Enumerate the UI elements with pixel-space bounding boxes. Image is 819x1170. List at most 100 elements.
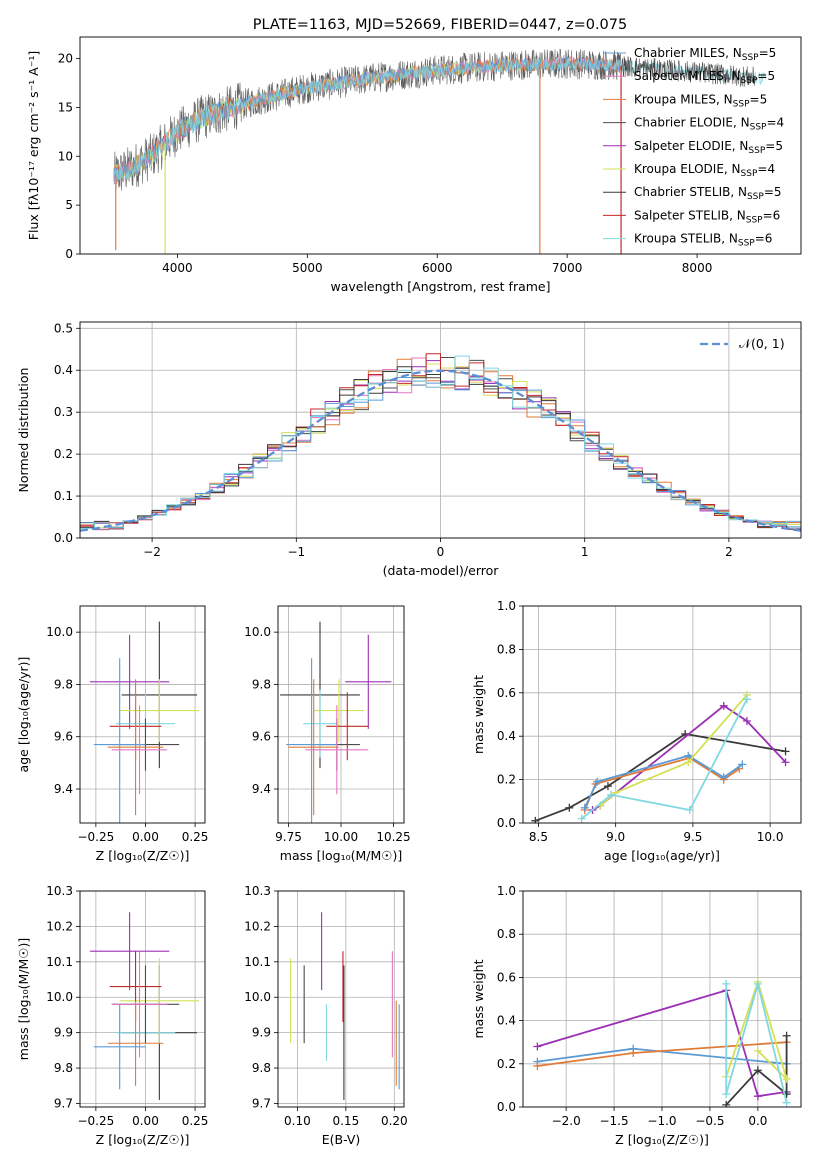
y-tick-label: 10.0: [244, 990, 271, 1004]
y-tick-label: 10: [58, 149, 73, 163]
y-tick-label: 1.0: [497, 599, 516, 613]
weight-marker: [719, 701, 728, 710]
y-tick-label: 0.4: [54, 363, 73, 377]
weight-line-kroupa-stelib: [581, 698, 748, 820]
legend-label-tail: =6: [763, 208, 781, 222]
axes-frame: [79, 890, 206, 1108]
y-tick-label: 10.0: [244, 625, 271, 639]
y-tick-label: 9.7: [54, 1096, 73, 1110]
axes-frame: [277, 890, 405, 1108]
x-tick-label: −0.25: [77, 830, 114, 844]
weight-marker: [533, 1061, 542, 1070]
grid-lines: [523, 605, 801, 824]
legend-label: Kroupa STELIB, NSSP=6: [634, 232, 772, 249]
histogram-chabrier-stelib: [80, 366, 801, 530]
legend-label: Salpeter ELODIE, NSSP=5: [634, 139, 783, 156]
y-tick-label: 0.6: [497, 686, 516, 700]
x-tick-label: 0.25: [182, 830, 209, 844]
weight-marker: [781, 747, 790, 756]
weight-marker: [753, 1092, 762, 1101]
y-tick-label: 0.6: [497, 970, 516, 984]
legend-label-sub: SSP: [748, 146, 765, 156]
legend-label-tail: =4: [766, 116, 784, 130]
y-tick-label: 9.6: [54, 730, 73, 744]
x-tick-label: 4000: [162, 261, 193, 275]
y-tick-label: 20: [58, 52, 73, 66]
x-axis-label: (data-model)/error: [383, 563, 500, 578]
x-tick-label: 0.00: [132, 830, 159, 844]
weight-line-kroupa-elodie: [725, 978, 789, 1082]
legend-label-tail: =5: [759, 46, 777, 60]
weight-marker: [593, 777, 602, 786]
grid-lines: [80, 890, 205, 1107]
weight-line-salpeter-elodie: [537, 989, 787, 1098]
weight-marker: [782, 1031, 791, 1040]
grid-lines: [523, 890, 801, 1108]
legend-label-sub: SSP: [750, 123, 767, 133]
y-tick-label: 10.1: [46, 955, 73, 969]
x-tick-label: 10.00: [324, 830, 358, 844]
y-tick-label: 0.0: [497, 816, 516, 830]
y-tick-label: 9.4: [252, 782, 271, 796]
y-tick-label: 0.5: [54, 321, 73, 335]
x-tick-label: 0.10: [284, 1114, 311, 1128]
y-tick-label: 9.9: [54, 1026, 73, 1040]
age-weights-axes: 8.5 9.0 9.5 10.0 0.0 0.2 0.4 0.6 0.8 1.0 age [log₁…: [471, 599, 802, 863]
axes-frame: [522, 890, 802, 1108]
y-tick-label: 10.3: [244, 884, 271, 898]
y-tick-label: 9.8: [252, 677, 271, 691]
y-tick-label: 10.2: [244, 919, 271, 933]
weight-marker: [531, 816, 540, 823]
spectrum-legend: Chabrier MILES, NSSP=5 Salpeter MILES, NS…: [603, 46, 784, 249]
x-axis-label: E(B-V): [322, 1132, 361, 1147]
y-tick-label: 0.8: [497, 642, 516, 656]
x-tick-label: 9.5: [683, 830, 702, 844]
weight-marker: [782, 1074, 791, 1083]
legend-label-sub: SSP: [741, 169, 758, 179]
y-tick-label: 10.2: [46, 919, 73, 933]
y-tick-label: 9.8: [54, 677, 73, 691]
y-tick-label: 0.4: [497, 729, 516, 743]
legend-label-sub: SSP: [733, 99, 750, 109]
legend-label-tail: =4: [757, 162, 775, 176]
y-tick-label: 0.4: [497, 1014, 516, 1028]
weight-marker: [722, 979, 731, 988]
y-tick-label: 0.3: [54, 405, 73, 419]
x-tick-label: 10.25: [376, 830, 410, 844]
weight-marker: [629, 1049, 638, 1057]
axes-frame: [79, 605, 206, 824]
x-tick-label: −1.5: [599, 1114, 628, 1128]
x-axis-label: Z [log₁₀(Z/Z☉)]: [96, 1132, 190, 1147]
x-tick-label: 1: [581, 545, 589, 559]
x-tick-label: 0.00: [132, 1114, 159, 1128]
y-axis-label: mass [log₁₀(M/M☉)]: [16, 938, 31, 1060]
grid-lines: [278, 890, 404, 1107]
legend-label: Salpeter MILES, NSSP=5: [634, 69, 775, 86]
figure-title: PLATE=1163, MJD=52669, FIBERID=0447, z=0…: [253, 17, 627, 33]
y-axis-label: mass weight: [471, 959, 486, 1038]
y-tick-label: 9.9: [252, 1026, 271, 1040]
y-tick-label: 0.0: [497, 1100, 516, 1114]
plot-area: [280, 621, 392, 823]
plot-area: [89, 621, 200, 823]
grid-lines: [80, 606, 205, 823]
plot-area: [80, 353, 801, 532]
y-tick-label: 0.2: [497, 773, 516, 787]
axes-frame: [79, 36, 802, 255]
x-tick-label: 2: [725, 545, 733, 559]
z-vs-age-axes: −0.25 0.00 0.25 9.4 9.6 9.8 10.0 Z [log₁₀(Z/Z☉)…: [16, 605, 209, 863]
y-tick-label: 0.0: [54, 531, 73, 545]
plot-area: [531, 690, 790, 823]
x-tick-label: 0.0: [748, 1114, 767, 1128]
x-tick-label: −2: [143, 545, 161, 559]
x-tick-label: 7000: [552, 261, 583, 275]
y-tick-label: 5: [65, 198, 73, 212]
plot-area: [89, 912, 200, 1100]
y-tick-label: 10.1: [244, 955, 271, 969]
weight-marker: [580, 803, 589, 812]
weight-marker: [684, 758, 693, 767]
legend-label: Kroupa MILES, NSSP=5: [634, 92, 767, 109]
x-tick-label: −1: [287, 545, 305, 559]
legend-label-sub: SSP: [738, 239, 755, 249]
